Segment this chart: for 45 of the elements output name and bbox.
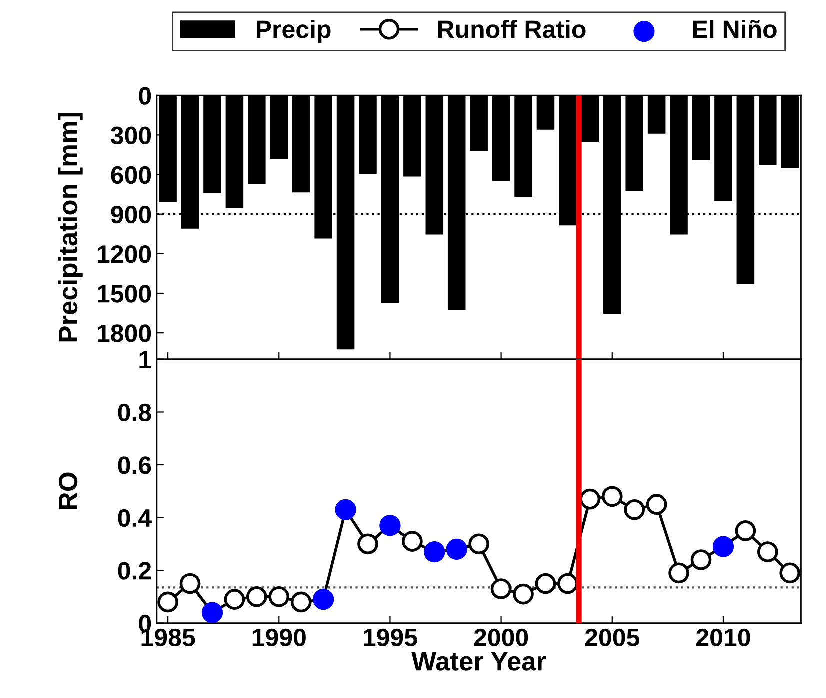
point xyxy=(180,573,201,594)
point xyxy=(290,592,312,613)
y-tick-label: 900 xyxy=(111,206,152,224)
point xyxy=(224,589,246,610)
x-tick-label: 2005 xyxy=(585,628,640,647)
point xyxy=(735,520,756,542)
point xyxy=(358,534,378,555)
point xyxy=(513,584,534,605)
point xyxy=(268,586,290,608)
point xyxy=(535,573,556,594)
legend-label: El Niño xyxy=(693,20,777,38)
point xyxy=(402,531,423,552)
y-axis-title: Precipitation [mm] xyxy=(58,113,83,342)
y-tick-label: 0.2 xyxy=(118,562,152,580)
y-tick-label: 600 xyxy=(111,166,152,184)
y-tick-label: 1200 xyxy=(98,246,152,264)
point xyxy=(490,578,512,600)
x-tick-label: 1990 xyxy=(252,628,306,647)
y-axis-title: RO xyxy=(58,472,78,510)
y-tick-label: 1500 xyxy=(98,285,152,303)
y-tick-label: 0.4 xyxy=(118,509,152,528)
x-axis-title: Water Year xyxy=(412,652,546,671)
point xyxy=(780,562,801,584)
y-tick-label: 0.6 xyxy=(118,456,152,474)
point xyxy=(757,542,778,562)
point xyxy=(624,499,646,520)
x-tick-label: 2000 xyxy=(474,628,528,647)
y-tick-label: 1800 xyxy=(98,324,152,342)
x-tick-label: 2010 xyxy=(696,628,750,647)
point xyxy=(580,488,601,510)
legend-label: Runoff Ratio xyxy=(438,20,586,38)
legend-label: Precip xyxy=(257,20,331,44)
point xyxy=(246,586,268,608)
point xyxy=(646,494,668,515)
y-tick-label: 300 xyxy=(110,126,152,145)
y-tick-label: 1 xyxy=(140,351,152,369)
point xyxy=(558,573,578,594)
point xyxy=(602,486,623,508)
y-tick-label: 0.8 xyxy=(118,404,152,422)
point xyxy=(690,550,712,570)
point xyxy=(468,534,490,555)
y-tick-label: 0 xyxy=(139,87,152,105)
point xyxy=(158,592,178,613)
x-tick-label: 1995 xyxy=(364,628,418,647)
point xyxy=(668,562,690,584)
